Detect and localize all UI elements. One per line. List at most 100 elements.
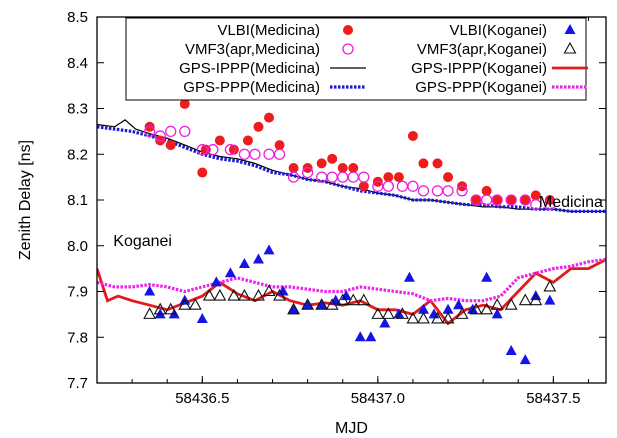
y-tick-label: 8.3 <box>67 101 88 118</box>
data-point-vlbi-koganei <box>467 303 479 314</box>
data-point-vmf3-apr-medicina <box>154 130 166 142</box>
data-point-vmf3-apr-koganei <box>325 298 339 310</box>
data-point-vmf3-apr-koganei <box>529 293 543 306</box>
data-point-vmf3-apr-koganei <box>273 288 286 301</box>
data-point-vlbi-medicina <box>179 98 190 109</box>
data-point-vlbi-koganei <box>238 258 250 269</box>
data-point-vmf3-apr-koganei <box>381 307 395 319</box>
data-point-vmf3-apr-koganei <box>371 307 385 319</box>
legend-label: GPS-IPPP(Koganei) <box>411 60 547 77</box>
data-point-vmf3-apr-koganei <box>315 298 329 310</box>
legend-label: VLBI(Koganei) <box>449 22 547 39</box>
data-point-vlbi-medicina <box>165 140 176 151</box>
data-point-vmf3-apr-medicina <box>207 144 219 156</box>
legend-label: VLBI(Medicina) <box>217 22 320 39</box>
legend-swatch <box>342 43 354 55</box>
data-point-vlbi-koganei <box>379 317 391 328</box>
data-point-vmf3-apr-koganei <box>227 288 241 301</box>
data-point-vlbi-koganei <box>481 271 493 282</box>
data-point-vmf3-apr-koganei <box>346 293 360 306</box>
data-point-vmf3-apr-koganei <box>287 302 301 315</box>
y-tick-label: 8.1 <box>67 192 88 209</box>
y-tick-label: 8.2 <box>67 146 88 163</box>
data-point-vlbi-medicina <box>418 158 429 169</box>
data-point-vmf3-apr-medicina <box>224 144 237 156</box>
data-point-vlbi-koganei <box>365 331 377 342</box>
legend-entry-gps-ppp-medicina: GPS-PPP(Medicina) <box>183 79 366 96</box>
data-point-vmf3-apr-koganei <box>518 293 532 306</box>
data-point-vlbi-medicina <box>506 195 517 205</box>
data-point-vmf3-apr-medicina <box>417 185 430 197</box>
data-point-vlbi-koganei <box>263 244 275 255</box>
data-point-vlbi-medicina <box>492 195 503 205</box>
data-point-vmf3-apr-koganei <box>153 302 167 315</box>
data-point-vmf3-apr-medicina <box>519 194 531 206</box>
data-point-vlbi-koganei <box>403 271 415 282</box>
data-point-vlbi-koganei <box>393 308 405 319</box>
data-point-vlbi-koganei <box>316 299 328 310</box>
data-point-vmf3-apr-medicina <box>273 148 286 160</box>
legend-label: VMF3(apr,Koganei) <box>417 41 547 58</box>
data-point-vmf3-apr-medicina <box>179 125 191 138</box>
legend-swatch <box>343 25 353 35</box>
data-point-vlbi-koganei <box>354 331 366 342</box>
data-point-vmf3-apr-medicina <box>544 198 556 211</box>
data-point-vlbi-koganei <box>252 253 264 264</box>
data-point-vmf3-apr-koganei <box>188 298 202 310</box>
data-point-vmf3-apr-medicina <box>456 185 468 197</box>
legend: VLBI(Medicina) VLBI(Koganei) VMF3(apr,Medi… <box>125 17 588 101</box>
x-tick-label: 58437.5 <box>526 390 580 407</box>
series-layer <box>97 98 606 365</box>
data-point-vlbi-koganei <box>340 290 352 301</box>
legend-entry-vlbi-koganei: VLBI(Koganei) <box>449 22 576 39</box>
annotation-koganei: Koganei <box>113 233 172 250</box>
data-point-vmf3-apr-koganei <box>490 298 504 310</box>
data-point-vlbi-medicina <box>264 112 275 123</box>
data-point-vmf3-apr-medicina <box>165 125 177 138</box>
data-point-vlbi-medicina <box>214 135 225 146</box>
data-point-vlbi-koganei <box>544 294 556 305</box>
data-point-vmf3-apr-medicina <box>238 148 251 160</box>
legend-entry-vmf3-apr-medicina: VMF3(apr,Medicina) <box>185 41 354 58</box>
data-point-vlbi-medicina <box>530 190 541 201</box>
x-tick-label: 58436.5 <box>175 390 229 407</box>
data-point-vlbi-koganei <box>224 267 236 278</box>
data-point-vlbi-koganei <box>277 285 289 296</box>
annotation-layer: Medicina Koganei <box>113 194 603 250</box>
data-point-vmf3-apr-koganei <box>262 284 276 297</box>
data-point-vmf3-apr-medicina <box>396 180 409 192</box>
data-point-vmf3-apr-medicina <box>337 171 349 183</box>
data-point-vmf3-apr-medicina <box>358 171 370 183</box>
annotation-medicina: Medicina <box>539 194 603 211</box>
data-point-vlbi-koganei <box>196 312 208 323</box>
data-point-vlbi-koganei <box>442 303 454 314</box>
data-point-vlbi-koganei <box>519 354 531 365</box>
x-axis-label: MJD <box>335 420 368 437</box>
data-point-vmf3-apr-koganei <box>238 288 251 301</box>
data-point-vlbi-medicina <box>383 172 394 183</box>
data-point-vmf3-apr-koganei <box>441 311 455 324</box>
data-point-vmf3-apr-medicina <box>442 185 454 197</box>
data-point-vmf3-apr-koganei <box>336 293 350 306</box>
series-points-vmf3-apr-medicina <box>144 125 556 211</box>
data-point-vmf3-apr-koganei <box>543 279 557 292</box>
data-point-vmf3-apr-koganei <box>480 302 494 315</box>
data-point-vmf3-apr-koganei <box>469 302 483 315</box>
legend-swatch <box>563 41 577 54</box>
legend-label: GPS-PPP(Medicina) <box>183 79 320 96</box>
data-point-vmf3-apr-koganei <box>504 298 518 310</box>
data-point-vmf3-apr-koganei <box>455 307 469 319</box>
series-line-gps-ppp-koganei <box>97 257 606 303</box>
axes-layer: 7.7 7.8 7.9 8.0 8.1 8.2 8.3 8.4 8.5 58436.5 58437.… <box>67 9 606 407</box>
data-point-vmf3-apr-koganei <box>213 288 227 301</box>
data-point-vlbi-koganei <box>302 299 314 310</box>
series-line-gps-ppp-medicina <box>97 125 606 213</box>
data-point-vmf3-apr-koganei <box>357 293 371 306</box>
legend-entry-gps-ippp-koganei: GPS-IPPP(Koganei) <box>411 60 588 77</box>
data-point-vlbi-medicina <box>274 140 285 151</box>
data-point-vlbi-medicina <box>358 181 369 192</box>
series-points-vmf3-apr-koganei <box>143 279 557 324</box>
data-point-vmf3-apr-medicina <box>249 148 261 160</box>
data-point-vlbi-medicina <box>253 121 264 132</box>
